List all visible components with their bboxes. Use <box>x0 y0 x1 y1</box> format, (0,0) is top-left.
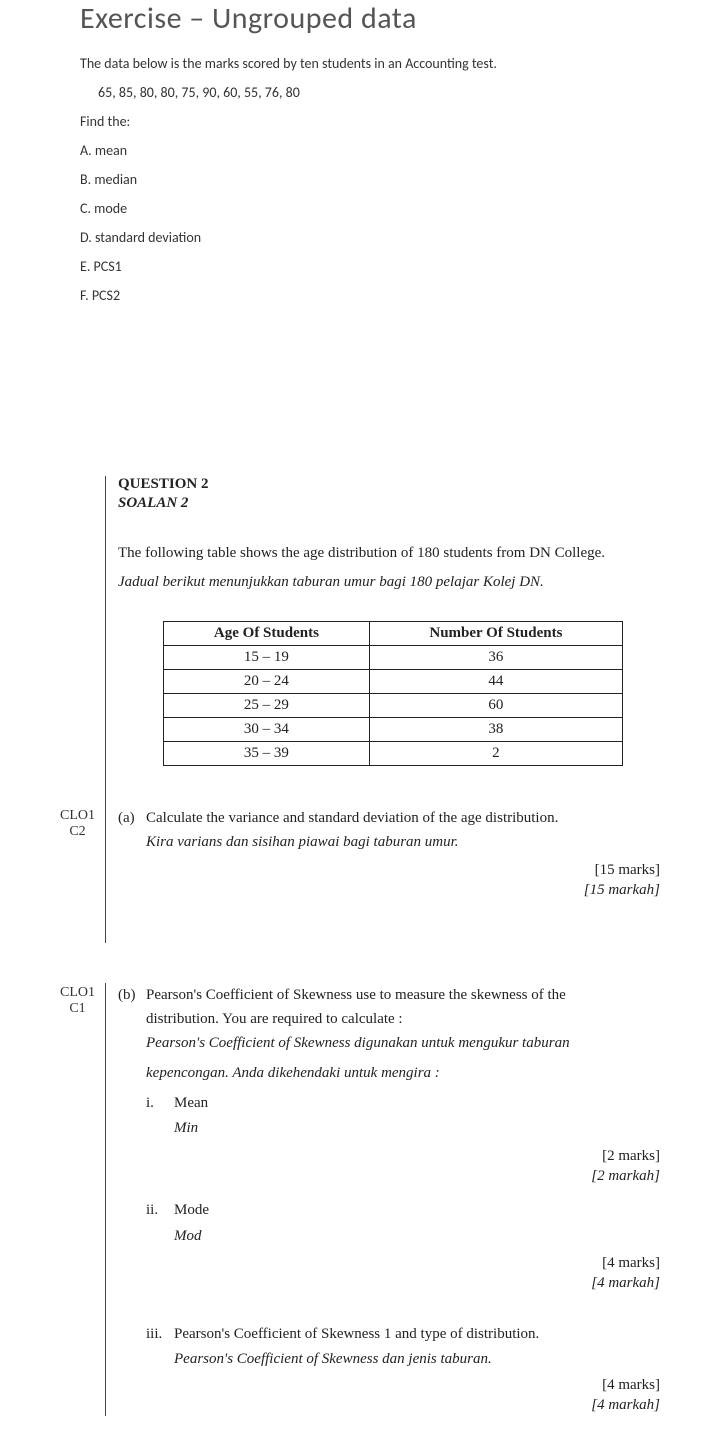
q2-intro: The following table shows the age distri… <box>118 542 670 565</box>
table-header-row: Age Of Students Number Of Students <box>164 622 623 646</box>
sub-ii: ii. Mode <box>118 1198 670 1224</box>
option-c: C. mode <box>80 200 640 217</box>
q2-part-b-content: (b) Pearson's Coefficient of Skewness us… <box>105 983 670 1416</box>
table-cell: 38 <box>369 718 622 742</box>
sub-i-text: Mean <box>174 1091 670 1117</box>
sub-i-label: i. <box>146 1091 174 1117</box>
q2-block-a: QUESTION 2 SOALAN 2 The following table … <box>50 476 670 806</box>
table-cell: 25 – 29 <box>164 694 370 718</box>
marks-my: [4 markah] <box>118 1395 660 1415</box>
part-b-line2: distribution. You are required to calcul… <box>118 1007 670 1031</box>
marks-en: [4 marks] <box>118 1375 660 1395</box>
table-row: 25 – 29 60 <box>164 694 623 718</box>
q2-intro-malay: Jadual berikut menunjukkan taburan umur … <box>118 571 670 594</box>
table-header-number: Number Of Students <box>369 622 622 646</box>
part-a-marks: [15 marks] [15 markah] <box>118 860 670 901</box>
question-title: QUESTION 2 <box>118 476 670 493</box>
option-a: A. mean <box>80 142 640 159</box>
sub-i-it: Min <box>118 1116 670 1142</box>
sub-iii-text: Pearson's Coefficient of Skewness 1 and … <box>174 1322 670 1348</box>
section-gap <box>0 356 720 476</box>
exercise-heading: Exercise – Ungrouped data <box>80 0 640 37</box>
table-cell: 30 – 34 <box>164 718 370 742</box>
part-b-text1: Pearson's Coefficient of Skewness use to… <box>146 983 670 1007</box>
find-label: Find the: <box>80 113 640 130</box>
option-d: D. standard deviation <box>80 229 640 246</box>
sub-ii-it: Mod <box>118 1224 670 1250</box>
c2-label: C2 <box>50 824 105 840</box>
clo1-label: CLO1 <box>50 985 105 1001</box>
part-b-label: (b) <box>118 983 146 1007</box>
sub-ii-marks: [4 marks] [4 markah] <box>118 1253 670 1294</box>
marks-en: [2 marks] <box>118 1146 660 1166</box>
q2-part-a-row: CLO1 C2 (a) Calculate the variance and s… <box>50 806 670 943</box>
question-2-section: QUESTION 2 SOALAN 2 The following table … <box>0 476 720 1436</box>
part-b-text2: distribution. You are required to calcul… <box>146 1007 670 1031</box>
sub-i: i. Mean <box>118 1091 670 1117</box>
marks-my: [15 markah] <box>118 880 660 900</box>
table-cell: 35 – 39 <box>164 742 370 766</box>
data-values: 65, 85, 80, 80, 75, 90, 60, 55, 76, 80 <box>80 84 640 101</box>
question-title-malay: SOALAN 2 <box>118 495 670 512</box>
table-row: 20 – 24 44 <box>164 670 623 694</box>
table-row: 15 – 19 36 <box>164 646 623 670</box>
clo-label-b: CLO1 C1 <box>50 983 105 1416</box>
part-gap <box>50 943 670 983</box>
part-a-text-malay: Kira varians dan sisihan piawai bagi tab… <box>118 830 670 854</box>
sub-i-marks: [2 marks] [2 markah] <box>118 1146 670 1187</box>
part-a-label: (a) <box>118 806 146 830</box>
q2-content-header: QUESTION 2 SOALAN 2 The following table … <box>105 476 670 806</box>
option-b: B. median <box>80 171 640 188</box>
marks-my: [4 markah] <box>118 1273 660 1293</box>
table-header-age: Age Of Students <box>164 622 370 646</box>
clo1-label: CLO1 <box>50 808 105 824</box>
option-e: E. PCS1 <box>80 258 640 275</box>
table-cell: 60 <box>369 694 622 718</box>
part-b-it2: kepencongan. Anda dikehendaki untuk meng… <box>118 1061 670 1085</box>
sub-iii-it: Pearson's Coefficient of Skewness dan je… <box>118 1347 670 1371</box>
sub-iii-marks: [4 marks] [4 markah] <box>118 1375 670 1416</box>
c1-label: C1 <box>50 1001 105 1017</box>
sub-ii-text: Mode <box>174 1198 670 1224</box>
exercise-section: Exercise – Ungrouped data The data below… <box>0 0 720 356</box>
table-row: 30 – 34 38 <box>164 718 623 742</box>
option-f: F. PCS2 <box>80 287 640 304</box>
sub-ii-label: ii. <box>146 1198 174 1224</box>
clo-column-empty <box>50 476 105 806</box>
part-b-it1: Pearson's Coefficient of Skewness diguna… <box>118 1031 670 1055</box>
part-b-line1: (b) Pearson's Coefficient of Skewness us… <box>118 983 670 1007</box>
table-cell: 20 – 24 <box>164 670 370 694</box>
age-distribution-table: Age Of Students Number Of Students 15 – … <box>163 621 623 766</box>
intro-text: The data below is the marks scored by te… <box>80 55 640 72</box>
part-b-label-empty <box>118 1007 146 1031</box>
part-a-line: (a) Calculate the variance and standard … <box>118 806 670 830</box>
marks-en: [15 marks] <box>118 860 660 880</box>
table-cell: 44 <box>369 670 622 694</box>
part-a-text: Calculate the variance and standard devi… <box>146 806 670 830</box>
document-page: Exercise – Ungrouped data The data below… <box>0 0 720 1436</box>
sub-iii: iii. Pearson's Coefficient of Skewness 1… <box>118 1322 670 1348</box>
marks-en: [4 marks] <box>118 1253 660 1273</box>
q2-part-a-content: (a) Calculate the variance and standard … <box>105 806 670 943</box>
table-cell: 2 <box>369 742 622 766</box>
table-cell: 36 <box>369 646 622 670</box>
table-cell: 15 – 19 <box>164 646 370 670</box>
marks-my: [2 markah] <box>118 1166 660 1186</box>
q2-part-b-row: CLO1 C1 (b) Pearson's Coefficient of Ske… <box>50 983 670 1416</box>
clo-label-a: CLO1 C2 <box>50 806 105 943</box>
sub-iii-label: iii. <box>146 1322 174 1348</box>
table-row: 35 – 39 2 <box>164 742 623 766</box>
